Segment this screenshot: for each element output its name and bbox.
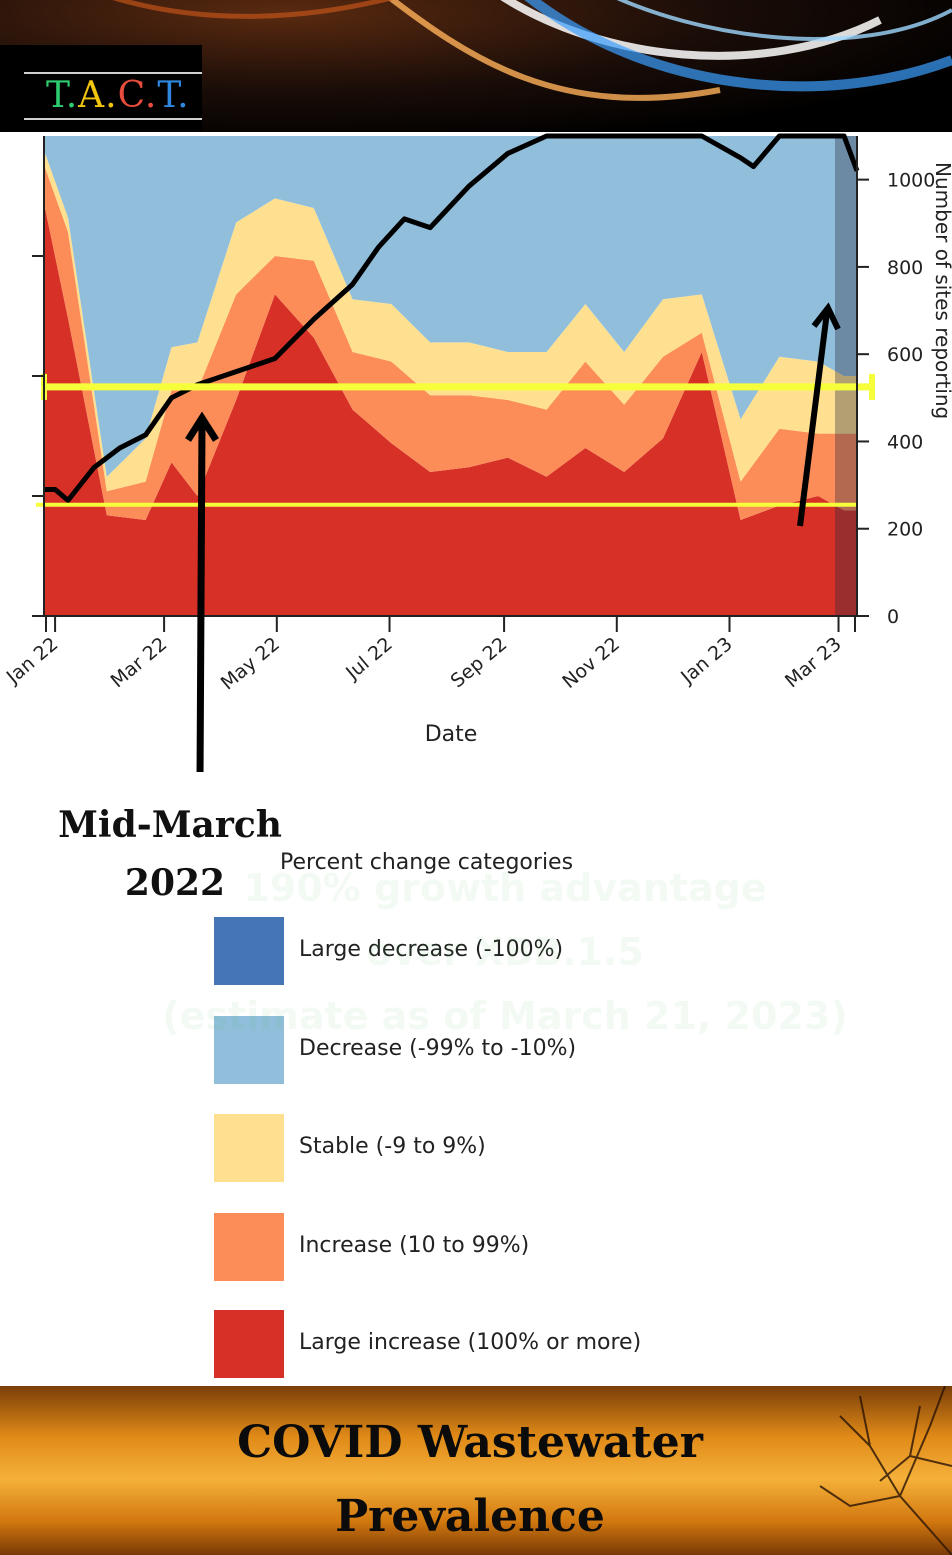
legend-item: Increase (10 to 99%) — [214, 1213, 814, 1281]
legend-swatch — [214, 1016, 284, 1084]
x-ticks: Jan 22 Mar 22 May 22 Jul 22 Sep 22 Nov 22 Jan … — [2, 616, 856, 695]
area-series — [44, 136, 857, 477]
legend-swatch — [214, 1213, 284, 1281]
mid-march-annotation: Mid-March 2022 — [40, 796, 300, 912]
y-right-tick-label: 1000 — [887, 170, 935, 192]
legend-label: Decrease (-99% to -10%) — [299, 1036, 577, 1061]
x-tick-label: Jan 23 — [676, 633, 736, 689]
legend-item: Stable (-9 to 9%) — [214, 1114, 814, 1182]
legend-label: Large decrease (-100%) — [299, 937, 564, 962]
y-right-tick-label: 800 — [887, 257, 923, 279]
watermark-line-1: 190% growth advantage — [243, 866, 767, 910]
logo-letter: A. — [78, 75, 118, 116]
wastewater-chart: Jan 22 Mar 22 May 22 Jul 22 Sep 22 Nov 22 Jan … — [2, 133, 952, 772]
logo-letter: T. — [46, 75, 79, 116]
annotation-line-1: Mid-March — [58, 804, 282, 846]
x-axis-label: Date — [425, 722, 478, 747]
area-series — [44, 164, 857, 521]
watermark-text: 190% growth advantage over XBB.1.5 (esti… — [140, 856, 870, 1048]
legend-label: Large increase (100% or more) — [299, 1330, 642, 1355]
legend-title: Percent change categories — [280, 850, 574, 875]
x-tick-label: Sep 22 — [447, 633, 512, 692]
y-right-tick-label: 400 — [887, 431, 923, 453]
annotation-line-2: 2022 — [124, 862, 226, 904]
x-tick-label: Jul 22 — [341, 633, 397, 685]
watermark-line-3: (estimate as of March 21, 2023) — [162, 994, 848, 1038]
tree-silhouette — [819, 1386, 952, 1555]
logo: T.A.C.T. — [0, 45, 202, 130]
y-right-tick-label: 0 — [887, 606, 899, 628]
x-tick-label: May 22 — [217, 633, 284, 695]
banner-swirl-graphic — [112, 0, 952, 101]
legend-item: Decrease (-99% to -10%) — [214, 1016, 814, 1084]
y-right-tick-label: 200 — [887, 519, 923, 541]
logo-letter: C. — [117, 75, 158, 116]
arrow-mid-march-shaft — [196, 421, 206, 772]
area-series — [44, 203, 857, 616]
legend-item: Large increase (100% or more) — [214, 1310, 814, 1378]
y-ticks: 0 200 400 600 800 1000 — [32, 170, 935, 628]
legend-swatch — [214, 917, 284, 985]
header-banner: T.A.C.T. — [0, 0, 952, 132]
legend-label: Stable (-9 to 9%) — [299, 1134, 486, 1159]
arrow-mid-march-head — [185, 411, 219, 442]
x-tick-label: Jan 22 — [2, 633, 62, 689]
footer-banner: COVID Wastewater Prevalence — [0, 1386, 952, 1555]
y-right-tick-label: 600 — [887, 344, 923, 366]
legend-label: Increase (10 to 99%) — [299, 1233, 530, 1258]
logo-rule-top — [24, 72, 202, 74]
legend-swatch — [214, 1114, 284, 1182]
legend-swatch — [214, 1310, 284, 1378]
logo-text: T.A.C.T. — [46, 75, 190, 116]
footer-title-line-1: COVID Wastewater — [237, 1417, 703, 1468]
footer-title-line-2: Prevalence — [335, 1491, 605, 1542]
x-tick-label: Mar 23 — [781, 633, 846, 692]
sites-reporting-line — [44, 133, 860, 503]
latest-data-shade — [835, 136, 856, 616]
arrow-recent-shaft — [797, 311, 830, 527]
x-tick-label: Mar 22 — [107, 633, 172, 692]
legend-item: Large decrease (-100%) — [214, 917, 814, 985]
y2-axis-label: Number of sites reporting — [931, 162, 952, 419]
area-series — [44, 150, 857, 492]
stacked-area-layer — [44, 136, 857, 616]
arrow-recent-head — [811, 302, 841, 331]
footer-title: COVID Wastewater Prevalence — [0, 1406, 940, 1554]
logo-rule-bottom — [24, 118, 202, 120]
logo-letter: T. — [157, 75, 190, 116]
x-tick-label: Nov 22 — [558, 633, 624, 693]
watermark-line-2: over XBB.1.5 — [366, 930, 644, 974]
